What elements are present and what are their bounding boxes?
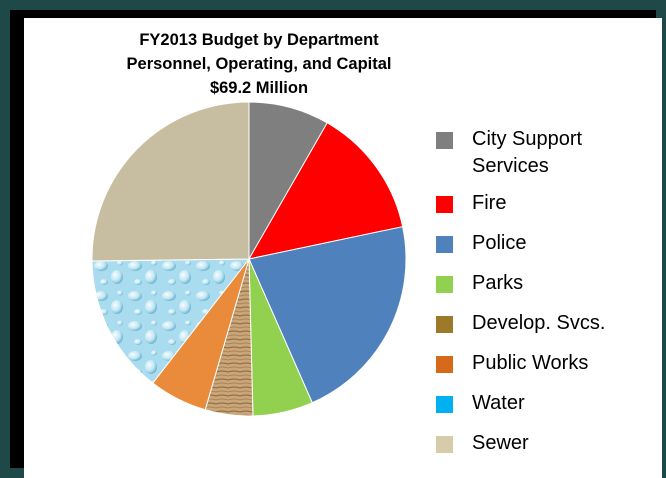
legend-label: Public Works: [472, 352, 589, 374]
legend-label: Sewer: [472, 432, 529, 454]
legend-label: City Support Services: [472, 126, 666, 180]
title-line-3: $69.2 Million: [209, 79, 309, 97]
legend-swatch: [436, 196, 453, 213]
legend-swatch: [436, 132, 453, 149]
pie-slices: [91, 101, 407, 417]
legend-label: Parks: [472, 272, 524, 294]
title-line-1: FY2013 Budget by Department: [139, 31, 379, 49]
legend-swatch: [436, 356, 453, 373]
chart-panel: FY2013 Budget by Department Personnel, O…: [24, 18, 662, 478]
legend-swatch: [436, 276, 453, 293]
legend-swatch: [436, 436, 453, 453]
legend-label: Develop. Svcs.: [472, 312, 606, 334]
pie-slice-water: [91, 258, 251, 384]
legend-label-line: Services: [472, 155, 549, 177]
legend-label: Fire: [472, 192, 507, 214]
legend-label: Water: [472, 392, 525, 414]
legend-swatch: [436, 396, 453, 413]
pie-chart: [91, 101, 407, 417]
legend-label-line: City Support: [472, 128, 583, 150]
legend-swatch: [436, 316, 453, 333]
pie-slice-fire: [248, 122, 404, 260]
title-line-2: Personnel, Operating, and Capital: [126, 55, 392, 73]
chart-title: FY2013 Budget by Department Personnel, O…: [94, 28, 424, 100]
pie-slice-sewer: [91, 101, 250, 262]
pie-slice-police: [248, 226, 407, 404]
legend-swatch: [436, 236, 453, 253]
legend-label: Police: [472, 232, 527, 254]
